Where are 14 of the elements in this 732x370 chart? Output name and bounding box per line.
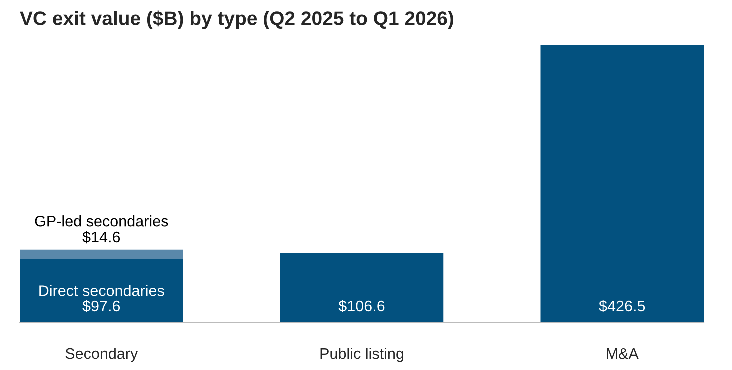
x-tick-label: M&A — [607, 348, 639, 360]
data-label: $97.6 — [82, 300, 120, 313]
data-label: $426.5 — [599, 300, 646, 313]
series-label: GP-led secondaries — [35, 216, 168, 227]
x-tick-label: Secondary — [66, 348, 138, 362]
data-label: $14.6 — [82, 231, 120, 244]
series-label: Direct secondaries — [40, 285, 164, 296]
bar — [540, 45, 704, 323]
chart-title: VC exit value ($B) by type (Q2 2025 to Q1 2026) — [20, 10, 454, 30]
bar — [280, 254, 444, 323]
bar — [20, 259, 184, 323]
data-label: $106.6 — [338, 300, 385, 313]
bar — [20, 250, 184, 260]
x-tick-label: Public listing — [320, 348, 404, 362]
